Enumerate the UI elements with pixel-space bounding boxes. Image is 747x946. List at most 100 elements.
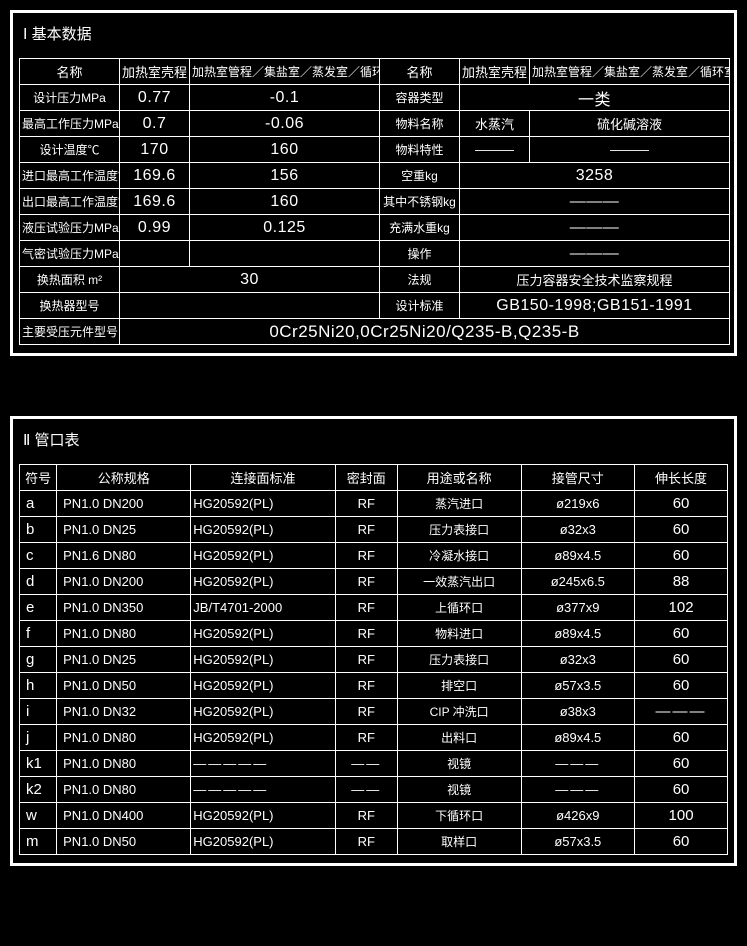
basic-row-value: ———: [530, 137, 730, 163]
ports-cell-sym: c: [20, 543, 57, 569]
ports-cell-spec: PN1.0 DN200: [57, 491, 191, 517]
ports-cell-conn: ø89x4.5: [521, 621, 635, 647]
ports-cell-ext: 100: [635, 803, 728, 829]
ports-cell-std: HG20592(PL): [191, 673, 335, 699]
comp-value: 0Cr25Ni20,0Cr25Ni20/Q235-B,Q235-B: [120, 319, 730, 345]
basic-row-label: 液压试验压力MPa: [20, 215, 120, 241]
basic-row-label: 出口最高工作温度℃: [20, 189, 120, 215]
basic-row-value: -0.1: [190, 85, 380, 111]
ports-cell-seal: RF: [335, 673, 397, 699]
ports-cell-spec: PN1.0 DN50: [57, 673, 191, 699]
ports-cell-conn: ø245x6.5: [521, 569, 635, 595]
ports-cell-seal: RF: [335, 595, 397, 621]
ports-cell-std: —————: [191, 751, 335, 777]
table-row: mPN1.0 DN50HG20592(PL)RF取样口ø57x3.560: [20, 829, 728, 855]
basic-data-panel: Ⅰ 基本数据 名称加热室壳程加热室管程／集盐室／蒸发室／循环室名称加热室壳程加热…: [10, 10, 737, 356]
ports-cell-conn: ———: [521, 777, 635, 803]
basic-header-cell: 名称: [380, 59, 460, 85]
ports-cell-std: HG20592(PL): [191, 569, 335, 595]
basic-row-label: 设计压力MPa: [20, 85, 120, 111]
basic-row-value: 156: [190, 163, 380, 189]
ports-cell-use: 蒸汽进口: [397, 491, 521, 517]
basic-row-value: 一类: [460, 85, 730, 111]
ports-cell-sym: d: [20, 569, 57, 595]
ports-table: 符号公称规格连接面标准密封面用途或名称接管尺寸伸长长度aPN1.0 DN200H…: [19, 464, 728, 855]
basic-header-cell: 加热室壳程: [460, 59, 530, 85]
table-row: jPN1.0 DN80HG20592(PL)RF出料口ø89x4.560: [20, 725, 728, 751]
ports-header-cell: 接管尺寸: [521, 465, 635, 491]
ports-cell-spec: PN1.0 DN350: [57, 595, 191, 621]
basic-row-value: 160: [190, 189, 380, 215]
table-row: cPN1.6 DN80HG20592(PL)RF冷凝水接口ø89x4.560: [20, 543, 728, 569]
ports-cell-std: HG20592(PL): [191, 803, 335, 829]
ports-header-cell: 密封面: [335, 465, 397, 491]
table-row: wPN1.0 DN400HG20592(PL)RF下循环口ø426x9100: [20, 803, 728, 829]
ports-cell-ext: 60: [635, 517, 728, 543]
ports-cell-std: HG20592(PL): [191, 725, 335, 751]
basic-row-value: 170: [120, 137, 190, 163]
model-label: 换热器型号: [20, 293, 120, 319]
reg-value: 压力容器安全技术监察规程: [460, 267, 730, 293]
ports-header-cell: 用途或名称: [397, 465, 521, 491]
ports-cell-use: 取样口: [397, 829, 521, 855]
ports-cell-spec: PN1.0 DN80: [57, 751, 191, 777]
ports-cell-std: HG20592(PL): [191, 621, 335, 647]
ports-cell-ext: 60: [635, 751, 728, 777]
basic-row-value: [120, 241, 190, 267]
ports-cell-sym: f: [20, 621, 57, 647]
ports-cell-sym: e: [20, 595, 57, 621]
ports-cell-ext: ———: [635, 699, 728, 725]
ports-cell-use: 冷凝水接口: [397, 543, 521, 569]
ports-cell-conn: ø426x9: [521, 803, 635, 829]
ports-cell-seal: RF: [335, 829, 397, 855]
basic-row-value: 0.99: [120, 215, 190, 241]
ports-cell-seal: RF: [335, 699, 397, 725]
ports-cell-use: 物料进口: [397, 621, 521, 647]
ports-cell-ext: 60: [635, 829, 728, 855]
ports-header-cell: 连接面标准: [191, 465, 335, 491]
ports-cell-use: 上循环口: [397, 595, 521, 621]
ports-panel: Ⅱ 管口表 符号公称规格连接面标准密封面用途或名称接管尺寸伸长长度aPN1.0 …: [10, 416, 737, 866]
basic-header-cell: 加热室壳程: [120, 59, 190, 85]
table-row: iPN1.0 DN32HG20592(PL)RFCIP 冲洗口ø38x3———: [20, 699, 728, 725]
ports-cell-ext: 60: [635, 777, 728, 803]
ports-cell-conn: ø89x4.5: [521, 543, 635, 569]
ports-cell-sym: w: [20, 803, 57, 829]
ports-cell-std: HG20592(PL): [191, 517, 335, 543]
basic-header-cell: 加热室管程／集盐室／蒸发室／循环室: [190, 59, 380, 85]
ports-cell-use: 下循环口: [397, 803, 521, 829]
ports-cell-ext: 60: [635, 673, 728, 699]
basic-table: 名称加热室壳程加热室管程／集盐室／蒸发室／循环室名称加热室壳程加热室管程／集盐室…: [19, 58, 730, 345]
table-row: ePN1.0 DN350JB/T4701-2000RF上循环口ø377x9102: [20, 595, 728, 621]
std-value: GB150-1998;GB151-1991: [460, 293, 730, 319]
basic-row-value: ———: [460, 137, 530, 163]
ports-cell-std: —————: [191, 777, 335, 803]
table-row: k2PN1.0 DN80———————视镜———60: [20, 777, 728, 803]
basic-row-value: 3258: [460, 163, 730, 189]
basic-header-cell: 加热室管程／集盐室／蒸发室／循环室: [530, 59, 730, 85]
ports-cell-ext: 60: [635, 647, 728, 673]
ports-header-cell: 伸长长度: [635, 465, 728, 491]
ports-cell-conn: ø32x3: [521, 647, 635, 673]
table-row: aPN1.0 DN200HG20592(PL)RF蒸汽进口ø219x660: [20, 491, 728, 517]
ports-cell-sym: j: [20, 725, 57, 751]
area-label: 换热面积 m²: [20, 267, 120, 293]
ports-cell-conn: ø57x3.5: [521, 829, 635, 855]
ports-cell-std: HG20592(PL): [191, 829, 335, 855]
ports-cell-sym: h: [20, 673, 57, 699]
ports-cell-use: 出料口: [397, 725, 521, 751]
ports-cell-spec: PN1.0 DN80: [57, 777, 191, 803]
ports-cell-use: 视镜: [397, 777, 521, 803]
ports-cell-sym: a: [20, 491, 57, 517]
ports-cell-use: 压力表接口: [397, 517, 521, 543]
basic-row-label: 物料特性: [380, 137, 460, 163]
ports-cell-spec: PN1.0 DN32: [57, 699, 191, 725]
ports-cell-spec: PN1.0 DN50: [57, 829, 191, 855]
ports-cell-std: HG20592(PL): [191, 647, 335, 673]
basic-row-label: 物料名称: [380, 111, 460, 137]
basic-row-value: [190, 241, 380, 267]
ports-cell-use: 视镜: [397, 751, 521, 777]
ports-cell-std: HG20592(PL): [191, 543, 335, 569]
table-row: k1PN1.0 DN80———————视镜———60: [20, 751, 728, 777]
area-value: 30: [120, 267, 380, 293]
